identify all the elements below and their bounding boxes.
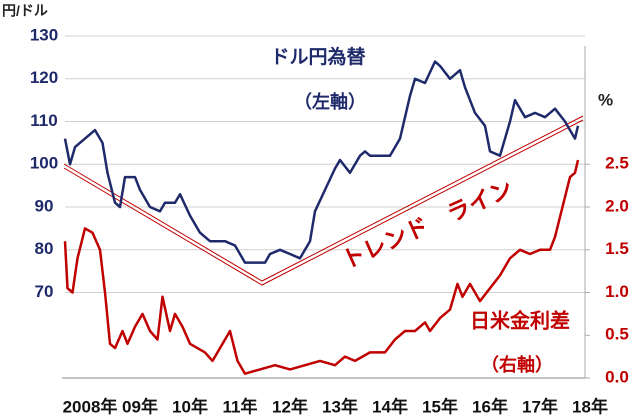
x-tick-label: 12年 [272, 396, 308, 416]
annotation: トレンド ライン [338, 175, 517, 274]
y-tick-label: 70 [35, 282, 54, 301]
y-tick-label: 130 [30, 25, 58, 44]
data-line [63, 60, 580, 264]
x-tick-label: 2008年 [63, 396, 118, 416]
y-tick-label: 120 [30, 68, 58, 87]
x-tick-label: 14年 [372, 396, 408, 416]
y2-tick-label: 1.5 [605, 239, 629, 258]
x-tick-label: 11年 [223, 396, 258, 416]
y2-unit-label: % [598, 90, 613, 109]
trend-line [63, 115, 584, 286]
x-tick-label: 13年 [322, 396, 358, 416]
y-tick-label: 90 [35, 196, 54, 215]
annotation: （左軸） [294, 91, 366, 112]
annotation: ドル円為替 [270, 45, 366, 68]
y2-tick-label: 0.5 [605, 325, 629, 344]
y-tick-label: 100 [30, 154, 58, 173]
y-unit-label: 円/ドル [2, 3, 48, 19]
annotation: （右軸） [481, 354, 553, 375]
y-tick-label: 110 [30, 111, 57, 130]
trend-line-a [63, 115, 584, 282]
y-tick-label: 80 [35, 239, 54, 258]
y2-tick-label: 0.0 [605, 367, 629, 386]
x-tick-label: 10年 [172, 396, 208, 416]
data-line [63, 159, 580, 375]
y2-tick-label: 2.5 [605, 154, 629, 173]
x-tick-label: 16年 [472, 396, 508, 416]
x-tick-label: 09年 [122, 396, 158, 416]
y2-tick-label: 2.0 [605, 196, 629, 215]
trend-line-b [63, 119, 584, 286]
x-tick-label: 17年 [522, 396, 558, 416]
annotation: 日米金利差 [470, 308, 570, 332]
x-tick-label: 18年 [572, 396, 608, 416]
y2-tick-label: 1.0 [605, 282, 629, 301]
x-tick-label: 15年 [422, 396, 458, 416]
